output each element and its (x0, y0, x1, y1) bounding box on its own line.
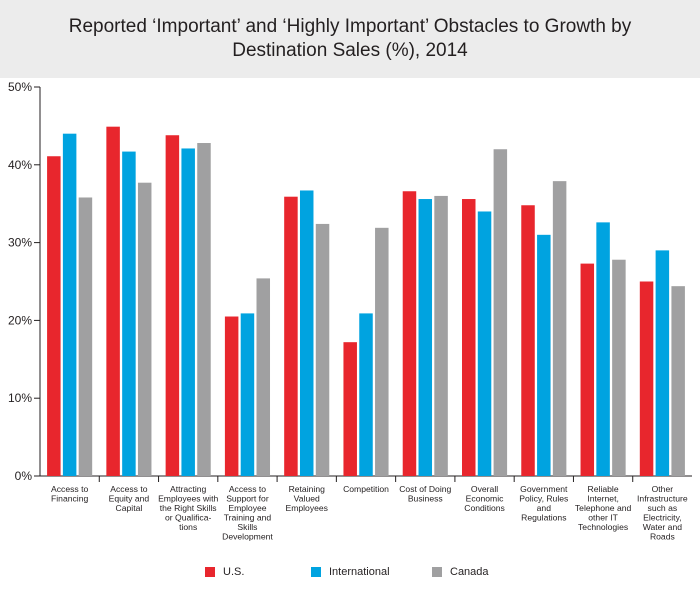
bar (284, 196, 298, 476)
x-tick-label: Retaining Valued Employees (285, 484, 328, 513)
bar (165, 135, 180, 476)
x-tick-label: Overall Economic Conditions (464, 484, 505, 513)
bar (655, 250, 670, 476)
legend-label-us: U.S. (223, 566, 245, 578)
x-tick-label: Competition (343, 484, 389, 494)
x-tick-label: Access to Equity and Capital (109, 484, 150, 513)
bar (197, 143, 211, 477)
legend-item-us: U.S. (205, 563, 244, 581)
bar (612, 259, 626, 476)
y-tick-label: 40% (8, 158, 32, 172)
bar (122, 151, 136, 476)
bar (580, 263, 595, 476)
x-tick-label: Access to Financing (51, 484, 88, 504)
bar (671, 286, 685, 476)
bar (240, 313, 255, 476)
y-tick-label: 30% (8, 236, 32, 250)
legend-item-canada: Canada (432, 563, 489, 581)
x-tick-label: Reliable Internet, Telephone and other IT Te… (575, 484, 632, 532)
bar (359, 313, 373, 476)
chart-legend: U.S. International Canada (0, 563, 700, 581)
legend-swatch-international (311, 567, 321, 577)
y-tick-label: 0% (15, 469, 33, 483)
bar (256, 278, 271, 476)
bar (181, 148, 195, 476)
bar (477, 211, 492, 477)
bar (639, 281, 654, 476)
bar (299, 190, 314, 476)
legend-label-canada: Canada (450, 566, 489, 578)
x-tick-label: Cost of Doing Business (399, 484, 451, 504)
bar (375, 227, 389, 476)
x-tick-label: Government Policy, Rules and Regulations (519, 484, 568, 523)
legend-swatch-canada (432, 567, 442, 577)
legend-item-international: International (311, 563, 390, 581)
bar (493, 149, 508, 477)
bar (137, 182, 152, 476)
legend-swatch-us (205, 567, 215, 577)
y-tick-label: 10% (8, 391, 32, 405)
bar (552, 181, 567, 476)
x-tick-label: Other Infrastructure such as Electricity, Wa… (637, 484, 688, 542)
bar (461, 199, 476, 477)
bar (418, 199, 433, 477)
bar (521, 205, 535, 477)
x-tick-label: Access to Support for Employee Training and… (222, 484, 273, 542)
bar (596, 222, 610, 476)
bar (315, 223, 330, 476)
bar (434, 195, 448, 477)
bar (78, 197, 93, 476)
bar (47, 156, 61, 476)
chart-title: Reported ‘Important’ and ‘Highly Importa… (0, 0, 700, 78)
bar (537, 234, 551, 476)
bar (62, 133, 77, 476)
bar-chart: 0% 10% 20% 30% 40% 50% Access to Financing Acces… (8, 80, 692, 542)
x-tick-label: Attracting Employees with the Right Skills… (158, 484, 218, 532)
legend-label-international: International (329, 566, 390, 578)
bar (224, 316, 239, 476)
bar (343, 342, 357, 476)
bar (402, 191, 417, 476)
chart-title-line-2: Destination Sales (%), 2014 (232, 40, 468, 61)
chart-title-line-1: Reported ‘Important’ and ‘Highly Importa… (68, 16, 632, 37)
y-tick-label: 20% (8, 313, 32, 327)
bar (106, 126, 120, 476)
y-tick-label: 50% (8, 80, 32, 94)
